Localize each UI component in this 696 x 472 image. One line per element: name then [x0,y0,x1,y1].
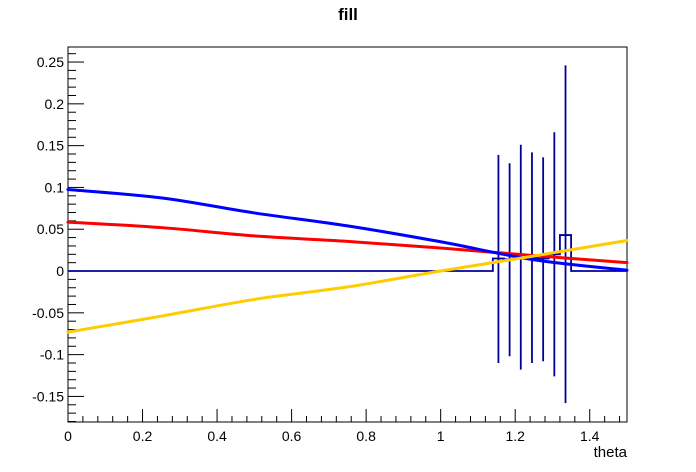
x-tick-label: 1 [437,428,445,444]
y-tick-label: -0.05 [32,305,64,321]
y-tick-label: 0.25 [37,54,64,70]
x-tick-label: 0.2 [133,428,153,444]
plot-title: fill [338,5,358,24]
y-tick-label: -0.15 [32,388,64,404]
x-axis-title: theta [593,444,627,461]
x-tick-label: 0.4 [207,428,227,444]
x-tick-label: 0 [64,428,72,444]
y-tick-label: 0 [56,263,64,279]
x-tick-label: 0.8 [356,428,376,444]
y-tick-label: 0.05 [37,221,64,237]
x-tick-label: 1.2 [505,428,525,444]
blue-curve [66,188,629,272]
x-tick-label: 1.4 [580,428,600,444]
x-tick-label: 0.6 [282,428,302,444]
yellow-curve [66,239,629,334]
y-tick-label: 0.2 [45,96,65,112]
y-tick-label: 0.1 [45,179,65,195]
y-tick-label: 0.15 [37,138,64,154]
histogram-outline [68,234,627,272]
plot-frame [67,46,628,423]
y-tick-label: -0.1 [40,347,64,363]
